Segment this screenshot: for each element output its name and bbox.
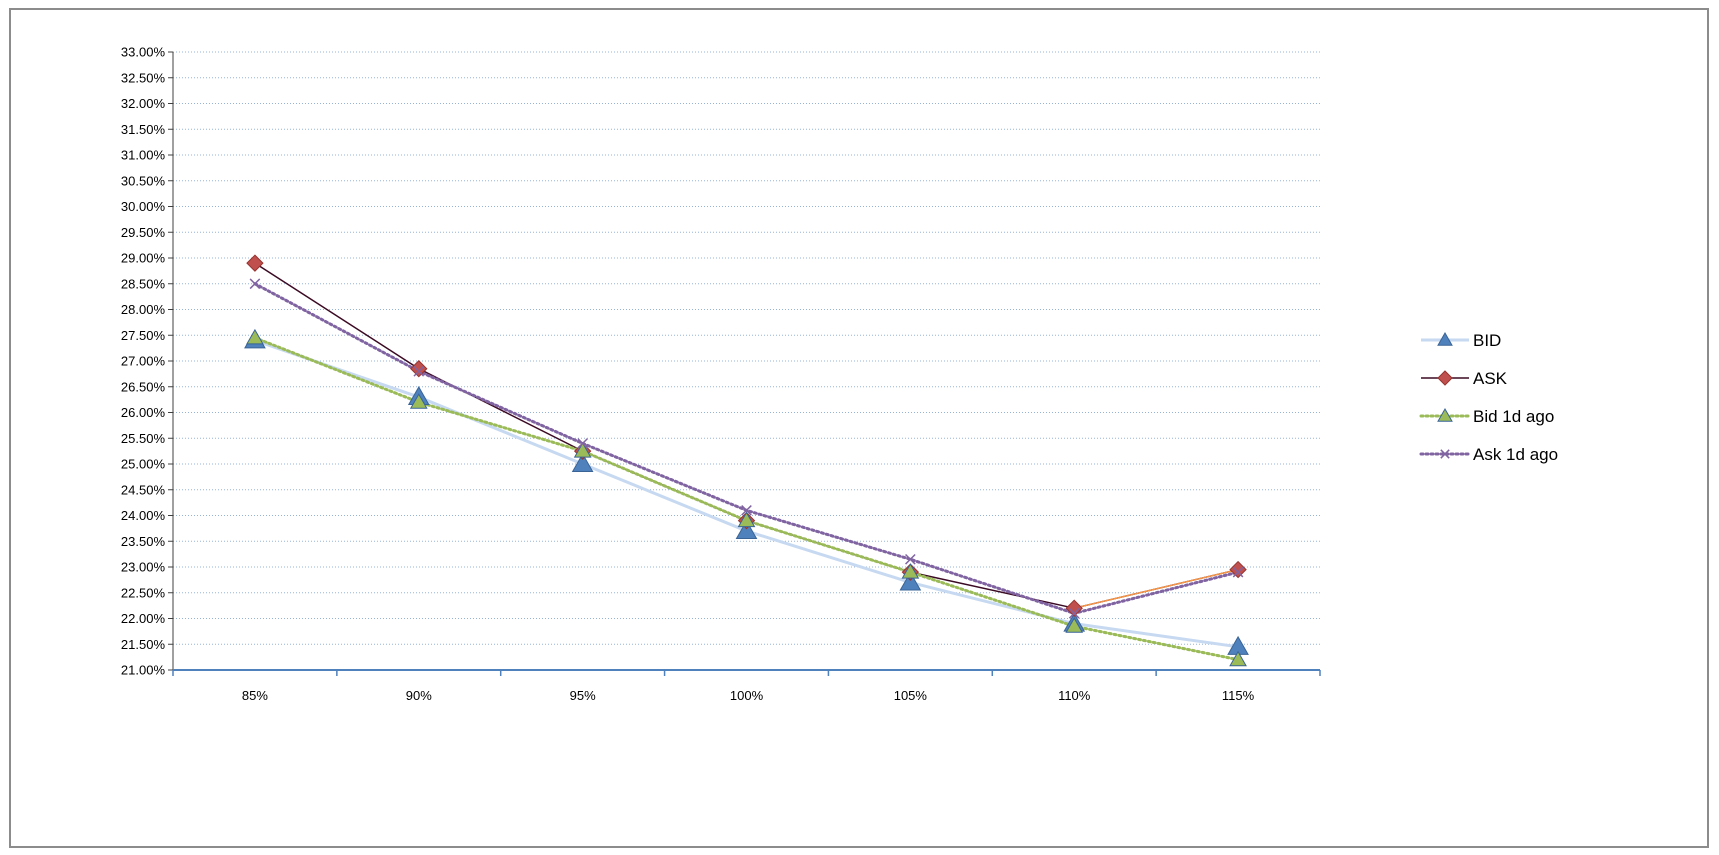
data-point-s1 (1229, 560, 1247, 579)
data-point-s2 (246, 328, 264, 345)
y-tick-label: 33.00% (121, 45, 166, 60)
marker-stroke (1232, 566, 1244, 578)
y-tick-label: 22.00% (121, 611, 166, 626)
y-tick-label: 29.50% (121, 225, 166, 240)
series-line-1 (254, 262, 1239, 609)
axes: 21.00% 21.50% 22.00% 22.50% 23.00% 23.50% 24.0… (121, 45, 1321, 703)
y-tick-label: 29.00% (121, 251, 166, 266)
x-tick-label: 85% (242, 688, 268, 703)
legend-label: Bid 1d ago (1473, 407, 1554, 426)
marker-stroke (413, 365, 425, 377)
data-point-s3 (249, 278, 261, 290)
y-tick-label: 23.00% (121, 560, 166, 575)
x-tick-label: 105% (894, 688, 928, 703)
y-tick-label: 30.00% (121, 199, 166, 214)
y-tick-label: 27.50% (121, 328, 166, 343)
y-tick-label: 21.50% (121, 637, 166, 652)
marker-stroke (1068, 608, 1080, 619)
series-line-2 (253, 336, 1240, 662)
data-point-s2 (1065, 617, 1084, 633)
y-tick-label: 25.00% (121, 457, 166, 472)
x-tick-label: 90% (406, 688, 432, 703)
marker-stroke (249, 278, 261, 290)
data-point-s0 (571, 452, 594, 472)
chart-frame: 21.00% 21.50% 22.00% 22.50% 23.00% 23.50% 24.0… (9, 8, 1709, 848)
x-tick-label: 100% (730, 688, 764, 703)
marker-stroke (741, 505, 752, 516)
data-point-s2 (1229, 650, 1247, 667)
series-line-3 (253, 282, 1240, 615)
gridlines (173, 51, 1320, 645)
legend-label: BID (1473, 331, 1501, 350)
y-tick-label: 26.50% (121, 379, 166, 394)
legend-marker (1437, 407, 1453, 422)
x-tick-label: 95% (570, 688, 596, 703)
y-tick-label: 32.50% (121, 70, 166, 85)
y-tick-label: 26.00% (121, 405, 166, 420)
data-point-s3 (1068, 608, 1080, 619)
y-tick-label: 25.50% (121, 431, 166, 446)
data-point-s3 (577, 438, 588, 449)
data-point-s0 (899, 571, 922, 591)
line-chart: 21.00% 21.50% 22.00% 22.50% 23.00% 23.50% 24.0… (121, 45, 1558, 704)
y-tick-label: 27.00% (121, 354, 166, 369)
y-tick-label: 23.50% (121, 534, 166, 549)
series-markers (244, 254, 1249, 667)
x-tick-label: 110% (1058, 688, 1091, 703)
y-tick-label: 28.50% (121, 276, 166, 291)
y-tick-label: 28.00% (121, 302, 166, 317)
data-point-s0 (735, 519, 758, 539)
y-tick-label: 31.50% (121, 122, 166, 137)
data-point-s1 (246, 254, 264, 272)
legend-marker (1437, 331, 1453, 346)
marker-stroke (1440, 449, 1450, 459)
data-point-s2 (901, 563, 920, 579)
x-tick-label: 115% (1222, 688, 1255, 703)
legend: BID ASK Bid 1d ago Ask 1d ago (1419, 331, 1558, 464)
data-point-s1 (1065, 599, 1083, 617)
marker-stroke (577, 438, 588, 449)
data-point-s3 (905, 553, 916, 565)
data-point-s3 (741, 505, 752, 516)
data-point-s3 (413, 365, 425, 377)
series-line-segment (1074, 568, 1239, 609)
data-point-s2 (409, 393, 428, 409)
y-tick-label: 31.00% (121, 148, 166, 163)
legend-label: Ask 1d ago (1473, 445, 1558, 464)
y-tick-label: 32.00% (121, 96, 166, 111)
y-tick-label: 24.00% (121, 508, 166, 523)
y-tick-label: 21.00% (121, 663, 166, 678)
data-point-s2 (737, 511, 756, 528)
legend-label: ASK (1473, 369, 1508, 388)
y-tick-label: 30.50% (121, 173, 166, 188)
y-tick-label: 22.50% (121, 585, 166, 600)
legend-marker (1437, 370, 1453, 386)
data-point-s1 (410, 360, 428, 378)
data-point-s2 (573, 442, 592, 458)
series-lines (253, 262, 1240, 662)
legend-marker (1440, 449, 1450, 459)
y-tick-label: 24.50% (121, 482, 166, 497)
marker-stroke (905, 553, 916, 565)
data-point-s3 (1232, 566, 1244, 578)
